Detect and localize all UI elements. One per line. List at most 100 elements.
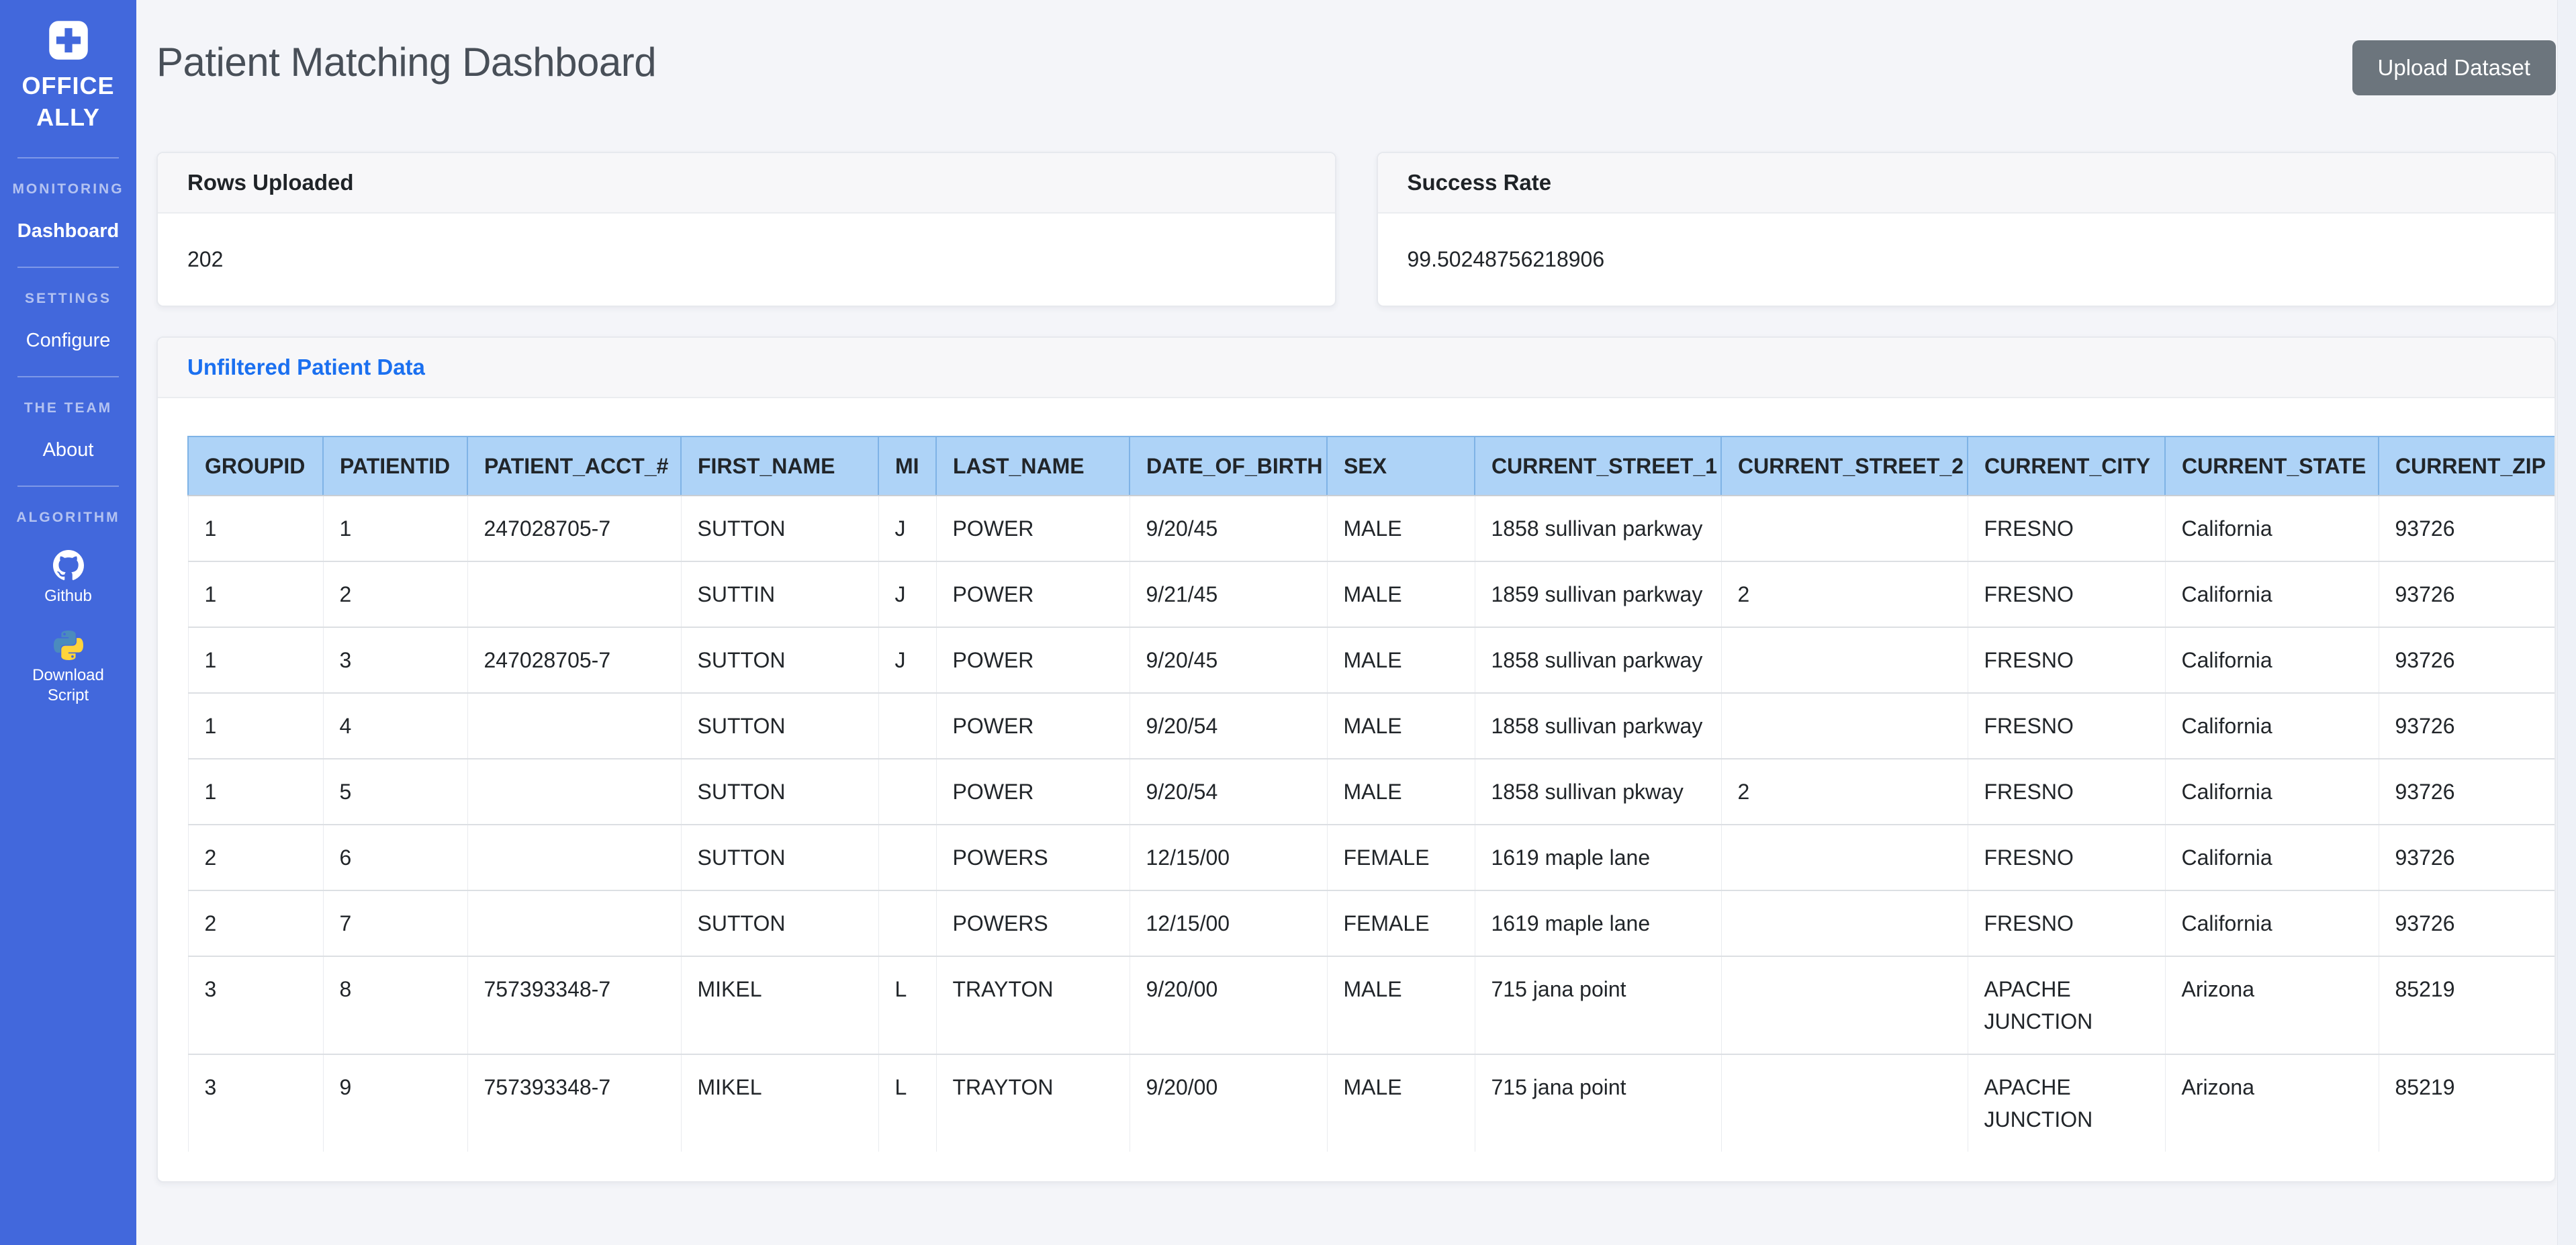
table-head: GROUPID PATIENTID PATIENT_ACCT_# FIRST_NAME… [187,436,2555,496]
table-row: 1 1 247028705-7 SUTTON J POWER 9/20/45 MALE 1858… [187,495,2555,561]
sidebar-divider [17,267,119,268]
table-cell: 1619 maple lane [1474,890,1722,956]
table-row: 3 8 757393348-7 MIKEL L TRAYTON 9/20/00 MALE 715… [187,956,2555,1054]
brand-name: OFFICE ALLY [0,70,136,133]
table-cell: 1859 sullivan parkway [1474,561,1722,627]
table-row: 2 6 SUTTON POWERS 12/15/00 FEMALE 1619 maple l… [187,824,2555,890]
table-cell: MALE [1326,1054,1475,1152]
brand-line-2: ALLY [36,103,100,131]
table-cell: 1858 sullivan parkway [1474,627,1722,693]
table-cell: Arizona [2164,1054,2379,1152]
table-cell: 1858 sullivan parkway [1474,692,1722,759]
table-cell: 2 [1720,561,1968,627]
table-cell: 8 [322,956,468,1054]
table-cell: SUTTON [680,890,879,956]
table-cell: 93726 [2378,890,2555,956]
sidebar-section-algorithm: ALGORITHM [16,510,120,525]
sidebar-item-configure[interactable]: Configure [26,330,111,351]
table-cell: 12/15/00 [1129,890,1328,956]
office-ally-logo-icon [48,21,88,60]
table-cell: 93726 [2378,692,2555,759]
table-cell: SUTTON [680,627,879,693]
stat-value-success-rate: 99.50248756218906 [1407,247,1605,271]
sidebar-item-dashboard[interactable]: Dashboard [17,220,120,242]
table-body: 1 1 247028705-7 SUTTON J POWER 9/20/45 MALE 1858… [187,495,2555,1152]
table-cell: TRAYTON [935,1054,1130,1152]
column-header-current_city: CURRENT_CITY [1967,436,2166,496]
stats-row: Rows Uploaded 202 Success Rate 99.502487… [156,152,2556,307]
table-cell: J [878,561,937,627]
table-cell: MALE [1326,561,1475,627]
table-cell: POWER [935,495,1130,561]
table-cell: 247028705-7 [467,627,682,693]
column-header-first_name: FIRST_NAME [680,436,879,496]
table-cell: FRESNO [1967,758,2166,825]
table-cell: FRESNO [1967,627,2166,693]
sidebar-item-download-script[interactable]: Download Script [0,631,136,706]
table-cell: 3 [322,627,468,693]
github-icon [52,550,84,580]
table-cell: MALE [1326,956,1475,1054]
table-cell: 9/20/54 [1129,758,1328,825]
column-header-current_state: CURRENT_STATE [2164,436,2379,496]
table-cell: 1 [187,758,324,825]
table-cell: J [878,627,937,693]
table-cell [878,824,937,890]
sidebar-item-about[interactable]: About [42,439,94,461]
table-cell: POWER [935,692,1130,759]
table-cell [878,692,937,759]
column-header-date_of_birth: DATE_OF_BIRTH [1129,436,1328,496]
column-header-mi: MI [878,436,937,496]
table-cell: 757393348-7 [467,956,682,1054]
table-cell: 1 [187,495,324,561]
table-cell: MIKEL [680,1054,879,1152]
table-cell: FRESNO [1967,561,2166,627]
table-cell: 4 [322,692,468,759]
table-cell: 3 [187,1054,324,1152]
table-cell: J [878,495,937,561]
table-cell: MIKEL [680,956,879,1054]
table-row: 1 2 SUTTIN J POWER 9/21/45 MALE 1859 sullivan p… [187,561,2555,627]
sidebar-item-github[interactable]: Github [0,550,136,606]
table-cell: 1858 sullivan pkway [1474,758,1722,825]
patient-data-card-title: Unfiltered Patient Data [158,338,2555,398]
table-cell: L [878,1054,937,1152]
vertical-scrollbar[interactable] [2557,0,2576,1245]
table-cell: POWER [935,561,1130,627]
table-cell: FRESNO [1967,890,2166,956]
table-cell: 1 [187,561,324,627]
topbar: Patient Matching Dashboard Upload Datase… [156,38,2556,95]
table-cell: 93726 [2378,824,2555,890]
table-cell [1720,1054,1968,1152]
table-cell [467,561,682,627]
table-cell: 715 jana point [1474,1054,1722,1152]
brand-line-1: OFFICE [21,72,115,99]
table-cell: 93726 [2378,495,2555,561]
table-cell: 93726 [2378,758,2555,825]
column-header-patient_acct_#: PATIENT_ACCT_# [467,436,682,496]
table-cell [1720,890,1968,956]
table-cell: 12/15/00 [1129,824,1328,890]
table-cell: 85219 [2378,1054,2555,1152]
table-cell: MALE [1326,627,1475,693]
table-cell: 9/20/45 [1129,627,1328,693]
table-cell: MALE [1326,758,1475,825]
sidebar-item-github-label: Github [44,587,92,605]
table-cell: MALE [1326,495,1475,561]
column-header-sex: SEX [1326,436,1475,496]
upload-dataset-button[interactable]: Upload Dataset [2352,40,2556,95]
stat-value-rows-uploaded: 202 [187,247,224,271]
table-cell: 93726 [2378,627,2555,693]
table-cell: 1858 sullivan parkway [1474,495,1722,561]
table-cell: FEMALE [1326,890,1475,956]
table-cell [878,890,937,956]
table-cell: APACHE JUNCTION [1967,956,2166,1054]
table-cell: California [2164,890,2379,956]
table-cell [467,692,682,759]
sidebar-section-monitoring: MONITORING [12,181,124,197]
table-cell: 9/20/54 [1129,692,1328,759]
column-header-current_street_1: CURRENT_STREET_1 [1474,436,1722,496]
table-row: 1 4 SUTTON POWER 9/20/54 MALE 1858 sullivan pa… [187,692,2555,759]
table-cell: 9/20/00 [1129,1054,1328,1152]
table-cell: California [2164,561,2379,627]
